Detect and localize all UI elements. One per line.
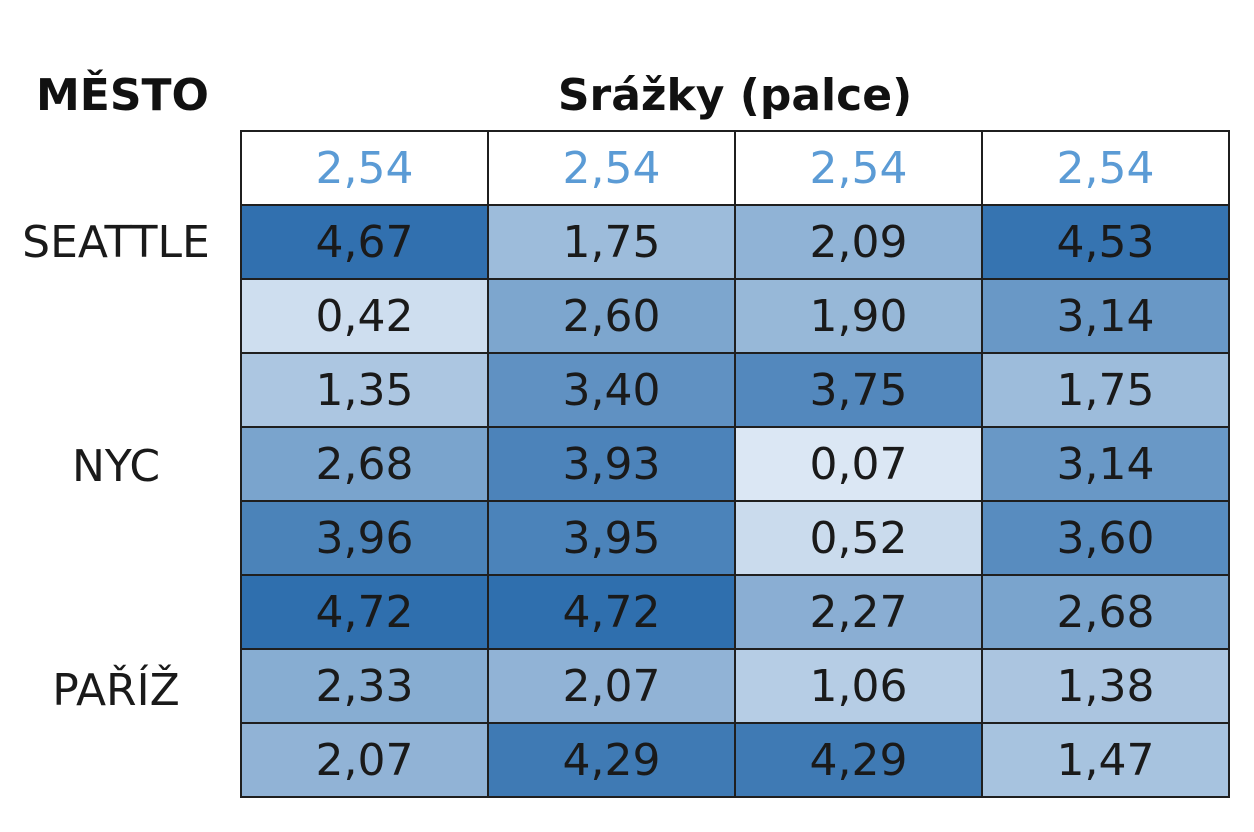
precipitation-header: Srážky (palce) — [557, 70, 913, 121]
table-row: 4,67 1,75 2,09 4,53 — [240, 204, 1230, 280]
reference-cell: 2,54 — [240, 130, 489, 206]
heatmap-cell: 3,60 — [981, 500, 1230, 576]
heatmap-cell: 2,60 — [487, 278, 736, 354]
heatmap-cell: 4,29 — [487, 722, 736, 798]
heatmap-cell: 1,90 — [734, 278, 983, 354]
heatmap-cell: 2,68 — [240, 426, 489, 502]
heatmap-cell: 0,52 — [734, 500, 983, 576]
heatmap-cell: 0,42 — [240, 278, 489, 354]
heatmap-cell: 3,14 — [981, 278, 1230, 354]
heatmap-cell: 4,67 — [240, 204, 489, 280]
heatmap-cell: 3,75 — [734, 352, 983, 428]
heatmap-cell: 1,35 — [240, 352, 489, 428]
reference-cell: 2,54 — [734, 130, 983, 206]
table-row: 4,72 4,72 2,27 2,68 — [240, 574, 1230, 650]
heatmap-cell: 4,29 — [734, 722, 983, 798]
heatmap-cell: 3,95 — [487, 500, 736, 576]
table-row: 1,35 3,40 3,75 1,75 — [240, 352, 1230, 428]
reference-cell: 2,54 — [487, 130, 736, 206]
heatmap-cell: 3,96 — [240, 500, 489, 576]
heatmap-cell: 2,09 — [734, 204, 983, 280]
table-row: 2,68 3,93 0,07 3,14 — [240, 426, 1230, 502]
reference-row: 2,54 2,54 2,54 2,54 — [240, 130, 1230, 206]
reference-cell: 2,54 — [981, 130, 1230, 206]
table-row: 0,42 2,60 1,90 3,14 — [240, 278, 1230, 354]
city-column-header: MĚSTO — [36, 70, 209, 121]
table-row: 2,07 4,29 4,29 1,47 — [240, 722, 1230, 798]
city-label-nyc: NYC — [71, 441, 161, 492]
heatmap-cell: 4,72 — [240, 574, 489, 650]
heatmap-cell: 3,93 — [487, 426, 736, 502]
heatmap-cell: 1,75 — [981, 352, 1230, 428]
heatmap-cell: 4,53 — [981, 204, 1230, 280]
heatmap-cell: 3,14 — [981, 426, 1230, 502]
city-label-seattle: SEATTLE — [22, 217, 210, 268]
heatmap-cell: 1,75 — [487, 204, 736, 280]
heatmap-cell: 3,40 — [487, 352, 736, 428]
heatmap-cell: 0,07 — [734, 426, 983, 502]
heatmap-cell: 2,07 — [487, 648, 736, 724]
heatmap-cell: 1,47 — [981, 722, 1230, 798]
heatmap-cell: 2,68 — [981, 574, 1230, 650]
city-label-pariz: PAŘÍŽ — [52, 665, 180, 716]
heatmap-cell: 2,27 — [734, 574, 983, 650]
table-row: 2,33 2,07 1,06 1,38 — [240, 648, 1230, 724]
heatmap-cell: 2,07 — [240, 722, 489, 798]
table-row: 3,96 3,95 0,52 3,60 — [240, 500, 1230, 576]
heatmap-cell: 1,38 — [981, 648, 1230, 724]
heatmap-cell: 4,72 — [487, 574, 736, 650]
heatmap-cell: 1,06 — [734, 648, 983, 724]
precipitation-heatmap-table: 2,54 2,54 2,54 2,54 4,67 1,75 2,09 4,53 0,42 2,60… — [240, 130, 1230, 798]
heatmap-cell: 2,33 — [240, 648, 489, 724]
